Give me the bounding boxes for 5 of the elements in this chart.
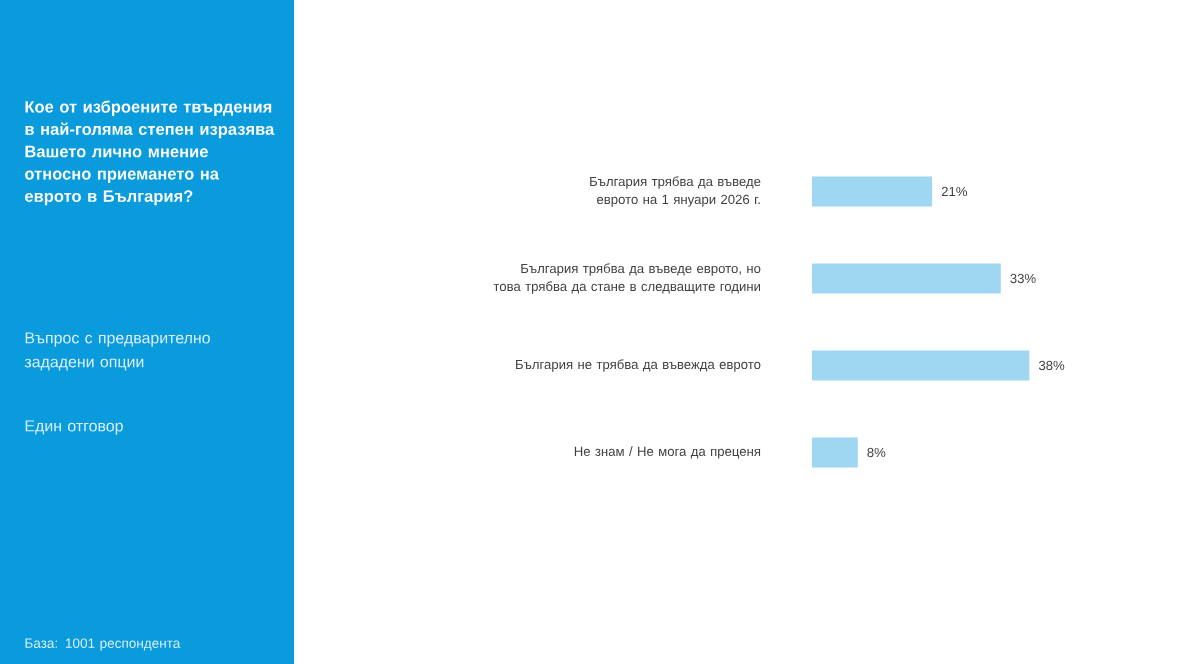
bar	[812, 263, 1001, 294]
bar	[812, 176, 933, 207]
text: Кое от изброените твърдения в най-голяма степен изразява Вашето лично мнение относно приемането на еврото в България?	[25, 100, 275, 206]
bar	[812, 350, 1030, 381]
bar	[812, 437, 858, 468]
